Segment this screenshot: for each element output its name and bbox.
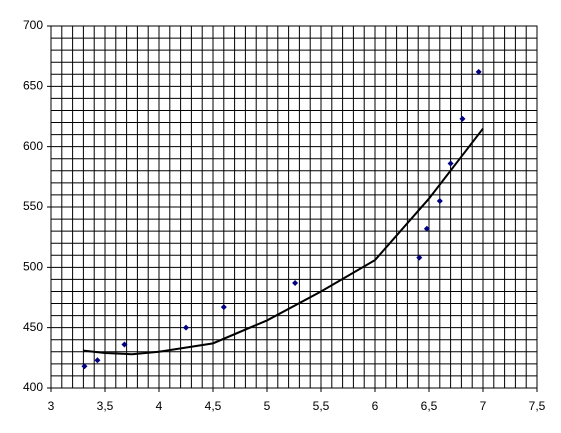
- x-tick-label: 3,5: [97, 399, 114, 413]
- y-tick-label: 500: [23, 260, 43, 274]
- data-point: [121, 341, 128, 348]
- data-point: [183, 324, 189, 331]
- y-tick-label: 650: [23, 79, 43, 93]
- y-tick-label: 600: [23, 139, 43, 153]
- x-tick-label: 6: [372, 399, 379, 413]
- data-point: [475, 68, 482, 75]
- data-point: [220, 304, 227, 311]
- data-point: [94, 357, 101, 364]
- trend-line: [83, 127, 484, 356]
- x-tick-label: 7: [480, 399, 487, 413]
- plot-border: [50, 25, 538, 389]
- y-tick-label: 700: [23, 18, 43, 32]
- y-tick-label: 400: [23, 380, 43, 394]
- x-tick-label: 3: [48, 399, 55, 413]
- x-tick-label: 4,5: [205, 399, 222, 413]
- data-point: [81, 363, 88, 370]
- y-tick-label: 550: [23, 199, 43, 213]
- x-tick-label: 4: [156, 399, 163, 413]
- x-tick-label: 5: [264, 399, 271, 413]
- data-point: [416, 254, 423, 261]
- x-tick-label: 6,5: [421, 399, 438, 413]
- data-point: [292, 280, 299, 287]
- x-tick-label: 5,5: [313, 399, 330, 413]
- data-point: [436, 197, 443, 204]
- data-point: [447, 160, 454, 167]
- y-tick-label: 450: [23, 320, 43, 334]
- data-point: [423, 225, 430, 232]
- data-point: [459, 115, 466, 122]
- x-tick-label: 7,5: [529, 399, 546, 413]
